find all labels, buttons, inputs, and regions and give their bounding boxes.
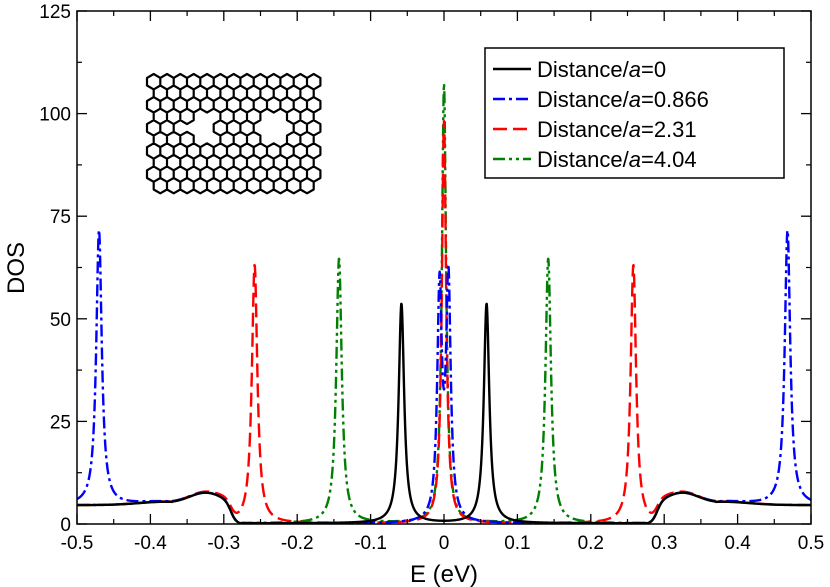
x-tick-label: 0.4 [724, 533, 751, 554]
y-tick-label: 75 [50, 207, 71, 228]
lattice-hexagons [145, 72, 322, 195]
series-line-1 [77, 228, 811, 524]
x-tick-label: -0.3 [207, 533, 240, 554]
series-line-2 [77, 119, 811, 524]
x-axis-title: E (eV) [410, 561, 478, 587]
lattice-inset [145, 72, 322, 195]
legend-entry-1: Distance/a=0.866 [537, 87, 709, 112]
legend-entry-2: Distance/a=2.31 [537, 117, 697, 142]
x-tick-label: -0.1 [354, 533, 387, 554]
x-tick-label: 0.3 [651, 533, 677, 554]
x-tick-label: 0.1 [504, 533, 530, 554]
y-tick-label: 25 [50, 412, 71, 433]
x-tick-label: -0.2 [281, 533, 314, 554]
legend-entry-0: Distance/a=0 [537, 57, 666, 82]
legend-entry-3: Distance/a=4.04 [537, 147, 697, 172]
series-line-0 [77, 302, 811, 524]
legend: Distance/a=0 Distance/a=0.866 Distance/a=2… [484, 47, 785, 179]
x-tick-label: -0.5 [61, 533, 94, 554]
y-tick-label: 50 [50, 310, 71, 331]
legend-box [484, 47, 785, 179]
y-tick-label: 100 [39, 105, 71, 126]
y-axis-title: DOS [3, 242, 30, 294]
x-tick-label: 0.5 [798, 533, 824, 554]
x-tick-label: -0.4 [134, 533, 167, 554]
x-tick-label: 0 [439, 533, 450, 554]
x-tick-label: 0.2 [578, 533, 604, 554]
y-tick-label: 125 [39, 2, 71, 23]
y-tick-label: 0 [60, 515, 71, 536]
ticks-layer: -0.5 -0.4 -0.3 -0.2 -0.1 0 0.1 0.2 0.3 0.4 0.5 0 25 5… [39, 2, 824, 554]
